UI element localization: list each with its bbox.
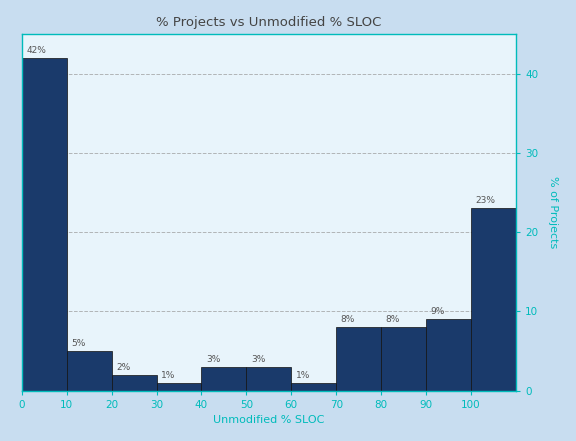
- Text: 1%: 1%: [161, 370, 175, 380]
- Text: 2%: 2%: [116, 363, 130, 372]
- Text: 3%: 3%: [206, 355, 220, 364]
- Text: 3%: 3%: [251, 355, 265, 364]
- Bar: [381, 327, 426, 391]
- Title: % Projects vs Unmodified % SLOC: % Projects vs Unmodified % SLOC: [156, 16, 381, 29]
- Bar: [426, 319, 471, 391]
- Bar: [157, 383, 202, 391]
- Bar: [67, 351, 112, 391]
- Text: 5%: 5%: [71, 339, 85, 348]
- Bar: [471, 209, 516, 391]
- Text: 8%: 8%: [386, 315, 400, 324]
- Text: 9%: 9%: [431, 307, 445, 316]
- Bar: [22, 58, 67, 391]
- Text: 23%: 23%: [476, 196, 495, 205]
- Text: 42%: 42%: [26, 46, 46, 55]
- Bar: [336, 327, 381, 391]
- X-axis label: Unmodified % SLOC: Unmodified % SLOC: [213, 415, 324, 425]
- Bar: [291, 383, 336, 391]
- Text: 8%: 8%: [341, 315, 355, 324]
- Bar: [112, 375, 157, 391]
- Text: 1%: 1%: [296, 370, 310, 380]
- Bar: [247, 367, 291, 391]
- Y-axis label: % of Projects: % of Projects: [548, 176, 558, 248]
- Bar: [202, 367, 247, 391]
